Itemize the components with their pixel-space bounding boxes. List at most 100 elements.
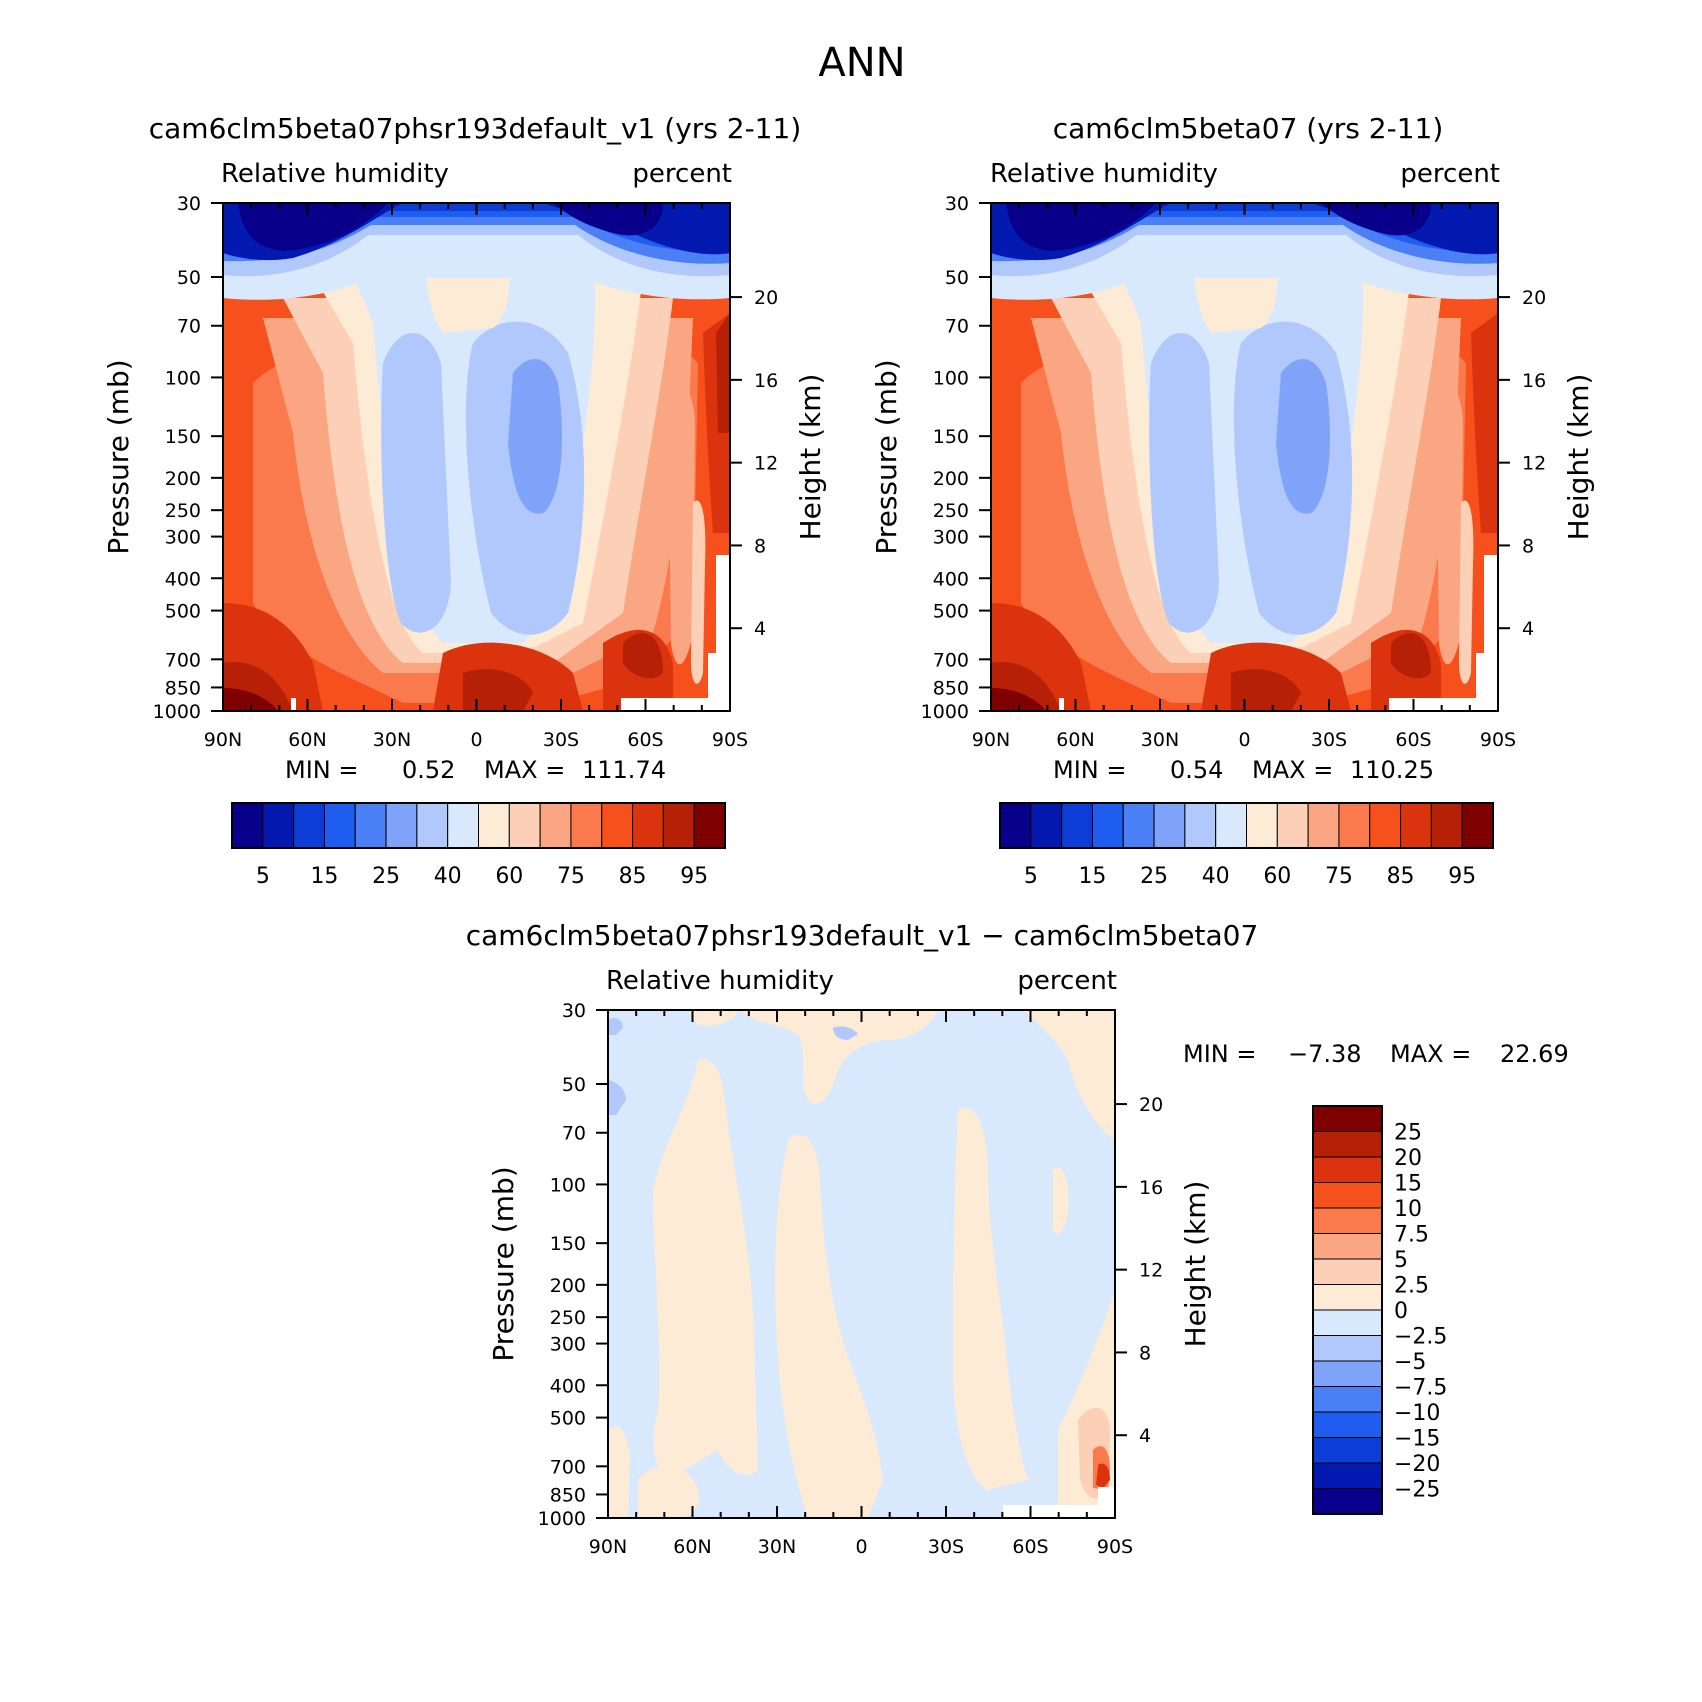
variable-label: Relative humidity xyxy=(990,159,1218,189)
contour-band xyxy=(608,1080,626,1115)
colorbar-label: −10 xyxy=(1394,1401,1440,1426)
x-tick-label: 60S xyxy=(1395,729,1431,751)
x-tick-label: 60N xyxy=(1056,729,1094,751)
x-tick-label: 30S xyxy=(1311,729,1347,751)
max-value: 111.74 xyxy=(582,756,666,784)
x-tick-label: 90N xyxy=(972,729,1010,751)
y-right-tick-label: 8 xyxy=(1522,535,1534,557)
contour-band xyxy=(775,1134,883,1518)
missing-data xyxy=(621,698,730,711)
contour-band xyxy=(623,633,663,679)
y-tick-label: 200 xyxy=(165,468,201,490)
contour-band xyxy=(1231,669,1301,711)
colorbar-label: 10 xyxy=(1394,1197,1422,1222)
contour-band xyxy=(953,1108,1028,1490)
colorbar-swatch xyxy=(1153,802,1186,849)
colorbar-swatch xyxy=(478,802,510,849)
colorbar-swatch xyxy=(1338,802,1371,849)
colorbar-label: 85 xyxy=(619,864,647,889)
y-tick-label: 50 xyxy=(945,267,969,289)
y-tick-label: 30 xyxy=(945,193,969,215)
colorbar-swatch xyxy=(1312,1284,1383,1311)
max-label: MAX = xyxy=(1252,756,1333,784)
colorbar-swatch xyxy=(601,802,634,849)
panel-title: cam6clm5beta07phsr193default_v1 (yrs 2-1… xyxy=(149,112,802,145)
colorbar-label: 60 xyxy=(1263,864,1291,889)
contour-band xyxy=(608,1426,630,1518)
panel-title: cam6clm5beta07 (yrs 2-11) xyxy=(1053,112,1444,145)
colorbar-label: 85 xyxy=(1387,864,1415,889)
colorbar-label: 15 xyxy=(310,864,338,889)
colorbar-swatch xyxy=(570,802,603,849)
y-tick-label: 250 xyxy=(550,1307,586,1329)
x-tick-label: 30S xyxy=(543,729,579,751)
colorbar-label: 25 xyxy=(1394,1121,1422,1146)
contour-band xyxy=(716,313,730,433)
colorbar-swatch xyxy=(231,802,264,849)
colorbar-swatch xyxy=(1091,802,1124,849)
max-label: MAX = xyxy=(1390,1040,1471,1068)
colorbar-swatch xyxy=(1369,802,1402,849)
colorbar-swatch xyxy=(1061,802,1093,849)
colorbar-swatch xyxy=(1184,802,1217,849)
contour-band xyxy=(738,1010,938,1104)
colorbar-label: 5 xyxy=(1024,864,1038,889)
contour-band xyxy=(508,359,563,514)
y-tick-label: 200 xyxy=(933,468,969,490)
colorbar-label: 15 xyxy=(1078,864,1106,889)
colorbar-label: −2.5 xyxy=(1394,1325,1447,1350)
min-label: MIN = xyxy=(1053,756,1126,784)
colorbar-swatch xyxy=(1122,802,1155,849)
colorbar-swatch xyxy=(1430,802,1463,849)
min-value: 0.52 xyxy=(402,756,455,784)
x-tick-label: 60S xyxy=(627,729,663,751)
x-axis: 90N 60N 30N 0 30S 60S 90S xyxy=(204,203,748,751)
colorbar-swatch xyxy=(1312,1309,1383,1336)
x-axis: 90N 60N 30N 0 30S 60S 90S xyxy=(589,1010,1133,1558)
colorbar-label: 5 xyxy=(256,864,270,889)
colorbar-swatch xyxy=(999,802,1032,849)
contour-band xyxy=(1276,359,1331,514)
contour-band xyxy=(1459,500,1474,684)
colorbar-swatch xyxy=(539,802,572,849)
colorbar-swatch xyxy=(1312,1258,1383,1285)
contour-band xyxy=(1053,1167,1069,1234)
contour-band xyxy=(1436,385,1463,665)
colorbar-label: 25 xyxy=(1140,864,1168,889)
colorbar-swatch xyxy=(1312,1233,1383,1260)
missing-data xyxy=(1389,698,1498,711)
y-tick-label: 850 xyxy=(165,677,201,699)
units-label: percent xyxy=(1017,966,1117,996)
y-tick-label: 70 xyxy=(562,1123,586,1145)
colorbar-swatch xyxy=(385,802,418,849)
colorbar-swatch xyxy=(1312,1488,1383,1515)
y-tick-label: 850 xyxy=(550,1484,586,1506)
y-right-tick-label: 16 xyxy=(1522,370,1546,392)
x-tick-label: 90N xyxy=(204,729,242,751)
contour-band xyxy=(1391,633,1431,679)
y-right-tick-label: 4 xyxy=(754,618,766,640)
contour-band xyxy=(1023,1010,1115,1140)
max-value: 22.69 xyxy=(1500,1040,1569,1068)
x-tick-label: 90N xyxy=(589,1536,627,1558)
contour-field xyxy=(223,203,730,711)
y-right-tick-label: 4 xyxy=(1139,1425,1151,1447)
y-right-tick-label: 20 xyxy=(1139,1094,1163,1116)
y-tick-label: 400 xyxy=(550,1375,586,1397)
colorbar-swatch xyxy=(1312,1131,1383,1158)
y-tick-label: 500 xyxy=(165,601,201,623)
missing-data xyxy=(291,698,296,711)
missing-data xyxy=(708,653,730,711)
colorbar-swatch xyxy=(1312,1386,1383,1413)
colorbar-swatch xyxy=(447,802,479,849)
colorbar-swatch xyxy=(632,802,664,849)
contour-band xyxy=(223,688,278,711)
colorbar-swatch xyxy=(293,802,325,849)
contour-field xyxy=(991,203,1498,711)
panel-title: cam6clm5beta07phsr193default_v1 − cam6cl… xyxy=(466,919,1259,952)
colorbar-label: 2.5 xyxy=(1394,1274,1429,1299)
colorbar-label: 75 xyxy=(557,864,585,889)
missing-data xyxy=(1059,698,1064,711)
